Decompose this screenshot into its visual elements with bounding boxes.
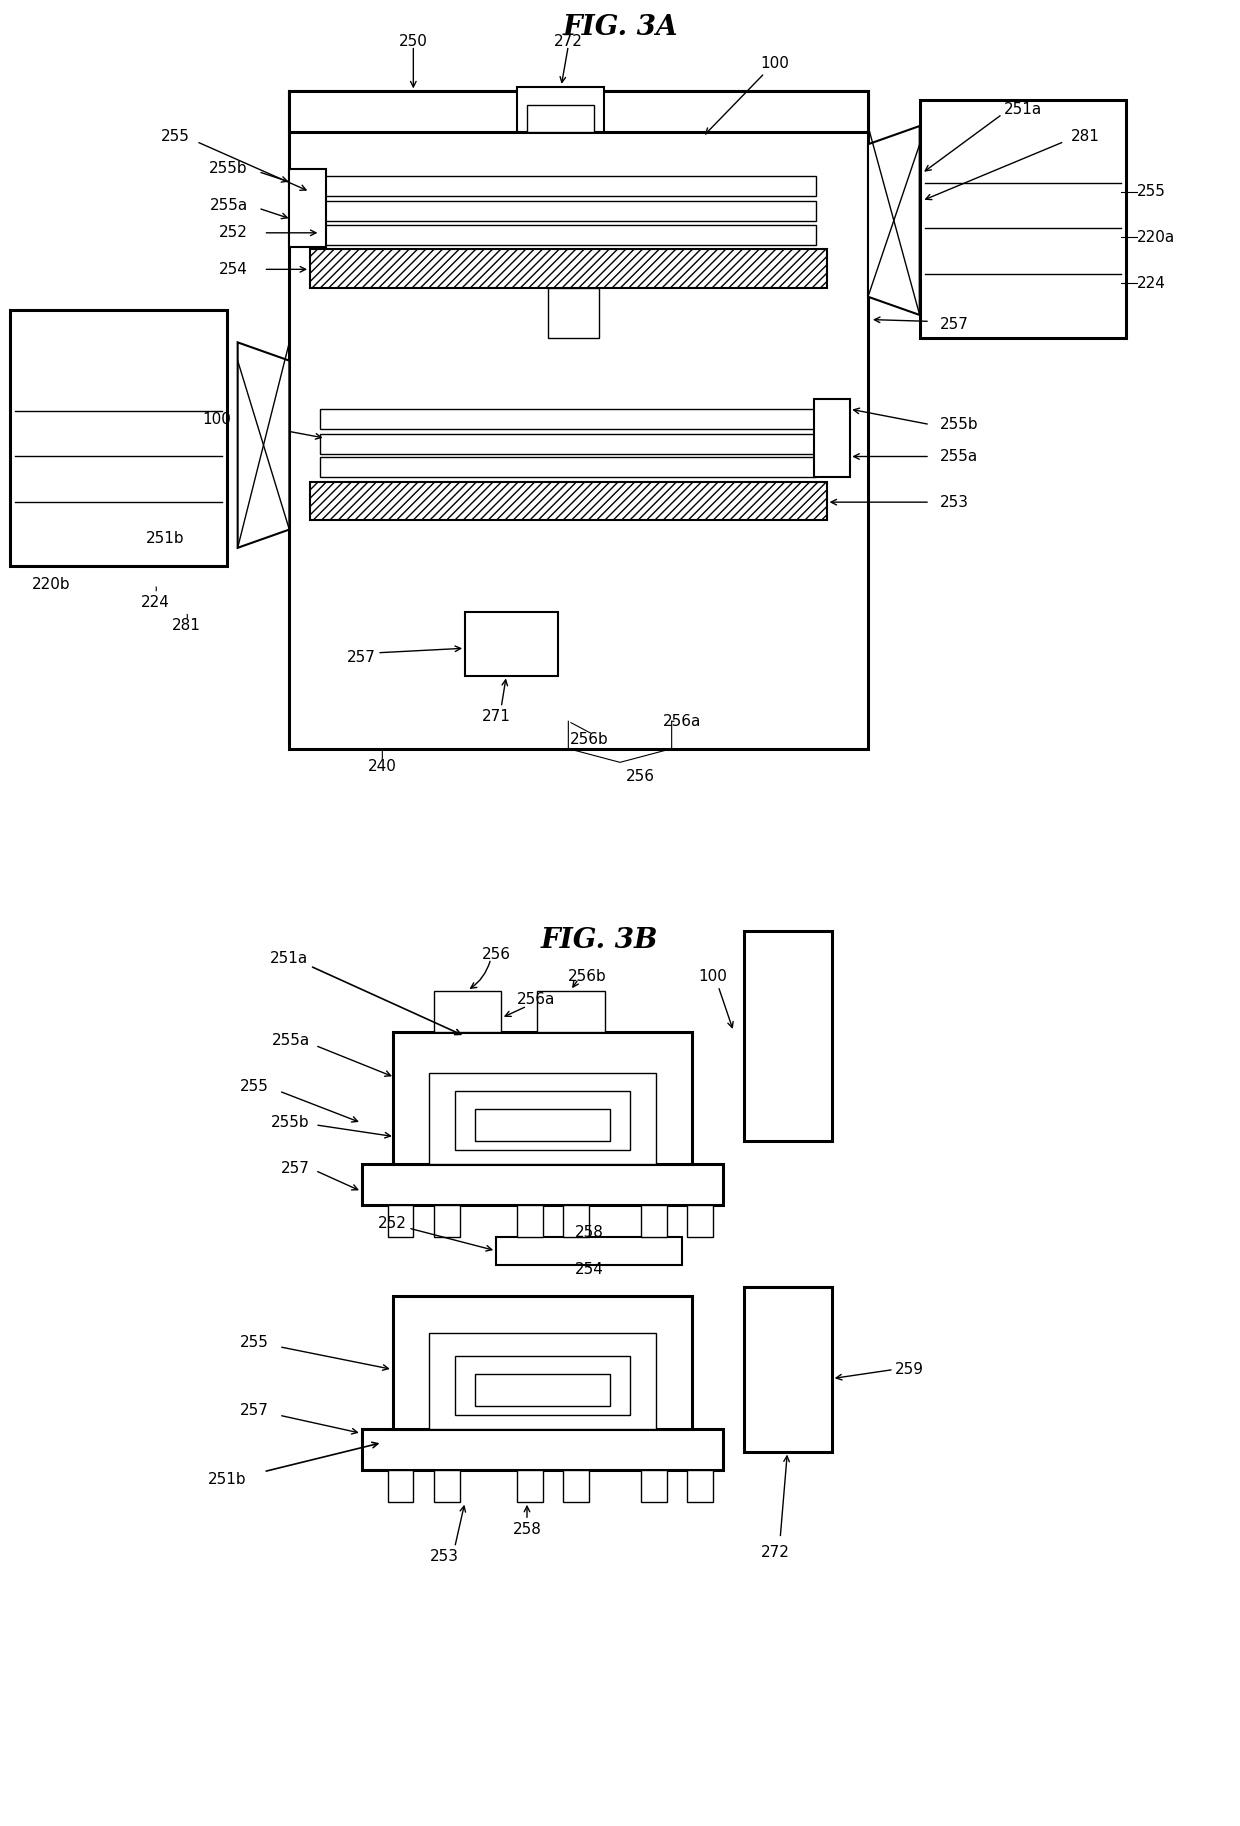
Bar — [310, 250, 827, 289]
Bar — [563, 1470, 589, 1501]
Polygon shape — [868, 126, 920, 314]
Text: 251a: 251a — [1004, 102, 1042, 117]
Text: 255: 255 — [161, 130, 190, 144]
Bar — [744, 1287, 832, 1452]
Text: 100: 100 — [698, 970, 728, 984]
Bar — [320, 409, 816, 429]
Text: 100: 100 — [202, 413, 232, 427]
Text: 251b: 251b — [208, 1472, 247, 1486]
Text: 255: 255 — [239, 1079, 269, 1094]
Text: 254: 254 — [574, 1262, 604, 1276]
Bar — [563, 1205, 589, 1238]
Text: 224: 224 — [140, 595, 170, 610]
Bar — [320, 225, 816, 245]
Text: 250: 250 — [399, 33, 428, 49]
Text: 255a: 255a — [210, 197, 248, 214]
Bar — [641, 1470, 667, 1501]
Bar — [320, 177, 816, 197]
Bar — [455, 1355, 630, 1415]
Text: 259: 259 — [895, 1362, 924, 1377]
Bar — [289, 91, 868, 133]
Bar — [548, 289, 599, 338]
Bar — [434, 1205, 460, 1238]
Text: 220a: 220a — [1137, 230, 1176, 245]
Bar — [517, 1470, 543, 1501]
Bar — [289, 170, 325, 247]
Bar — [310, 482, 827, 520]
Text: 256b: 256b — [568, 970, 608, 984]
Bar — [429, 1333, 656, 1428]
Bar — [744, 931, 832, 1141]
Text: FIG. 3A: FIG. 3A — [562, 15, 678, 40]
Text: 255b: 255b — [272, 1116, 310, 1130]
Bar — [362, 1165, 723, 1205]
Text: 281: 281 — [1070, 130, 1100, 144]
Bar — [320, 201, 816, 221]
Polygon shape — [238, 343, 289, 548]
Bar — [496, 1238, 682, 1264]
Text: 255: 255 — [239, 1335, 269, 1349]
Bar — [475, 1110, 610, 1141]
Bar — [527, 104, 594, 133]
Text: 252: 252 — [219, 225, 248, 241]
Bar — [920, 100, 1126, 338]
Text: 100: 100 — [760, 57, 790, 71]
Text: 255b: 255b — [940, 416, 978, 433]
Text: 256: 256 — [626, 769, 655, 783]
Text: 255: 255 — [1137, 184, 1166, 199]
Text: 256a: 256a — [517, 992, 556, 1008]
Bar — [687, 1470, 713, 1501]
Text: 224: 224 — [1137, 276, 1166, 290]
Text: 255a: 255a — [272, 1034, 310, 1048]
Bar — [517, 1205, 543, 1238]
Text: 253: 253 — [430, 1548, 459, 1565]
Bar — [455, 1092, 630, 1150]
Bar — [387, 1205, 413, 1238]
Text: 256: 256 — [481, 946, 511, 962]
Bar — [537, 992, 605, 1032]
Bar — [320, 458, 816, 478]
Text: 256b: 256b — [569, 732, 609, 747]
Text: 272: 272 — [554, 33, 583, 49]
Bar — [517, 86, 604, 133]
Bar — [393, 1032, 692, 1165]
Text: 256a: 256a — [663, 714, 701, 729]
Bar — [687, 1205, 713, 1238]
Bar — [320, 435, 816, 455]
Text: 252: 252 — [378, 1216, 407, 1231]
Bar — [10, 310, 227, 566]
Text: 271: 271 — [481, 708, 511, 725]
Text: 257: 257 — [239, 1402, 269, 1419]
Text: 257: 257 — [347, 650, 376, 665]
Text: 258: 258 — [574, 1225, 604, 1240]
Bar — [815, 400, 851, 477]
Bar — [641, 1205, 667, 1238]
Text: 255a: 255a — [940, 449, 978, 464]
Text: 254: 254 — [219, 261, 248, 278]
Bar — [289, 91, 868, 749]
Bar — [362, 1428, 723, 1470]
Text: 281: 281 — [171, 617, 201, 634]
Text: 257: 257 — [281, 1161, 310, 1176]
Text: FIG. 3B: FIG. 3B — [541, 928, 658, 953]
Text: 240: 240 — [368, 760, 397, 774]
Text: 251a: 251a — [270, 951, 309, 966]
Bar — [475, 1375, 610, 1406]
Text: 253: 253 — [940, 495, 970, 509]
Bar — [434, 1470, 460, 1501]
Bar — [465, 612, 558, 676]
Bar — [429, 1074, 656, 1165]
Text: 220b: 220b — [32, 577, 71, 592]
Text: 251b: 251b — [146, 531, 185, 546]
Bar — [393, 1296, 692, 1428]
Bar — [387, 1470, 413, 1501]
Text: 255b: 255b — [210, 161, 248, 177]
Text: 258: 258 — [512, 1521, 542, 1537]
Text: 272: 272 — [760, 1545, 790, 1559]
Bar — [434, 992, 501, 1032]
Text: 257: 257 — [940, 316, 970, 332]
